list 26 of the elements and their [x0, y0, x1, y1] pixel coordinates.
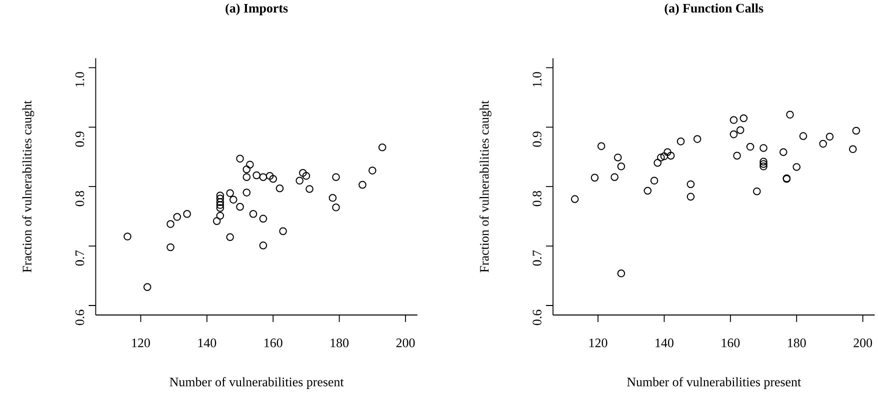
y-tick-label: 1.0: [75, 72, 84, 87]
y-tick-label: 0.6: [75, 310, 84, 326]
chart-title: (a) Imports: [226, 3, 288, 16]
x-tick-label: 140: [656, 338, 674, 348]
x-tick-label: 160: [264, 338, 282, 348]
y-tick-label: 0.6: [532, 310, 542, 326]
x-tick-label: 180: [330, 338, 349, 348]
x-tick-label: 140: [198, 338, 216, 348]
y-tick-label: 0.9: [75, 132, 84, 147]
x-tick-label: 120: [132, 338, 150, 348]
x-tick-label: 120: [589, 338, 608, 348]
x-axis-title: Number of vulnerabilities present: [627, 377, 802, 389]
x-tick-label: 180: [788, 338, 806, 348]
chart-title: (a) Function Calls: [664, 3, 764, 16]
y-tick-label: 0.8: [532, 190, 542, 206]
y-tick-label: 0.9: [532, 132, 542, 147]
x-tick-label: 200: [854, 338, 872, 348]
y-axis-title: Fraction of vulnerabilities caught: [479, 100, 492, 272]
y-tick-label: 1.0: [532, 72, 542, 87]
x-axis-title: Number of vulnerabilities present: [170, 377, 344, 389]
x-tick-label: 200: [396, 338, 415, 348]
y-tick-label: 0.8: [75, 190, 84, 206]
x-tick-label: 160: [722, 338, 740, 348]
y-tick-label: 0.7: [532, 250, 542, 266]
y-axis-title: Fraction of vulnerabilities caught: [22, 100, 34, 272]
y-tick-label: 0.7: [75, 250, 84, 266]
